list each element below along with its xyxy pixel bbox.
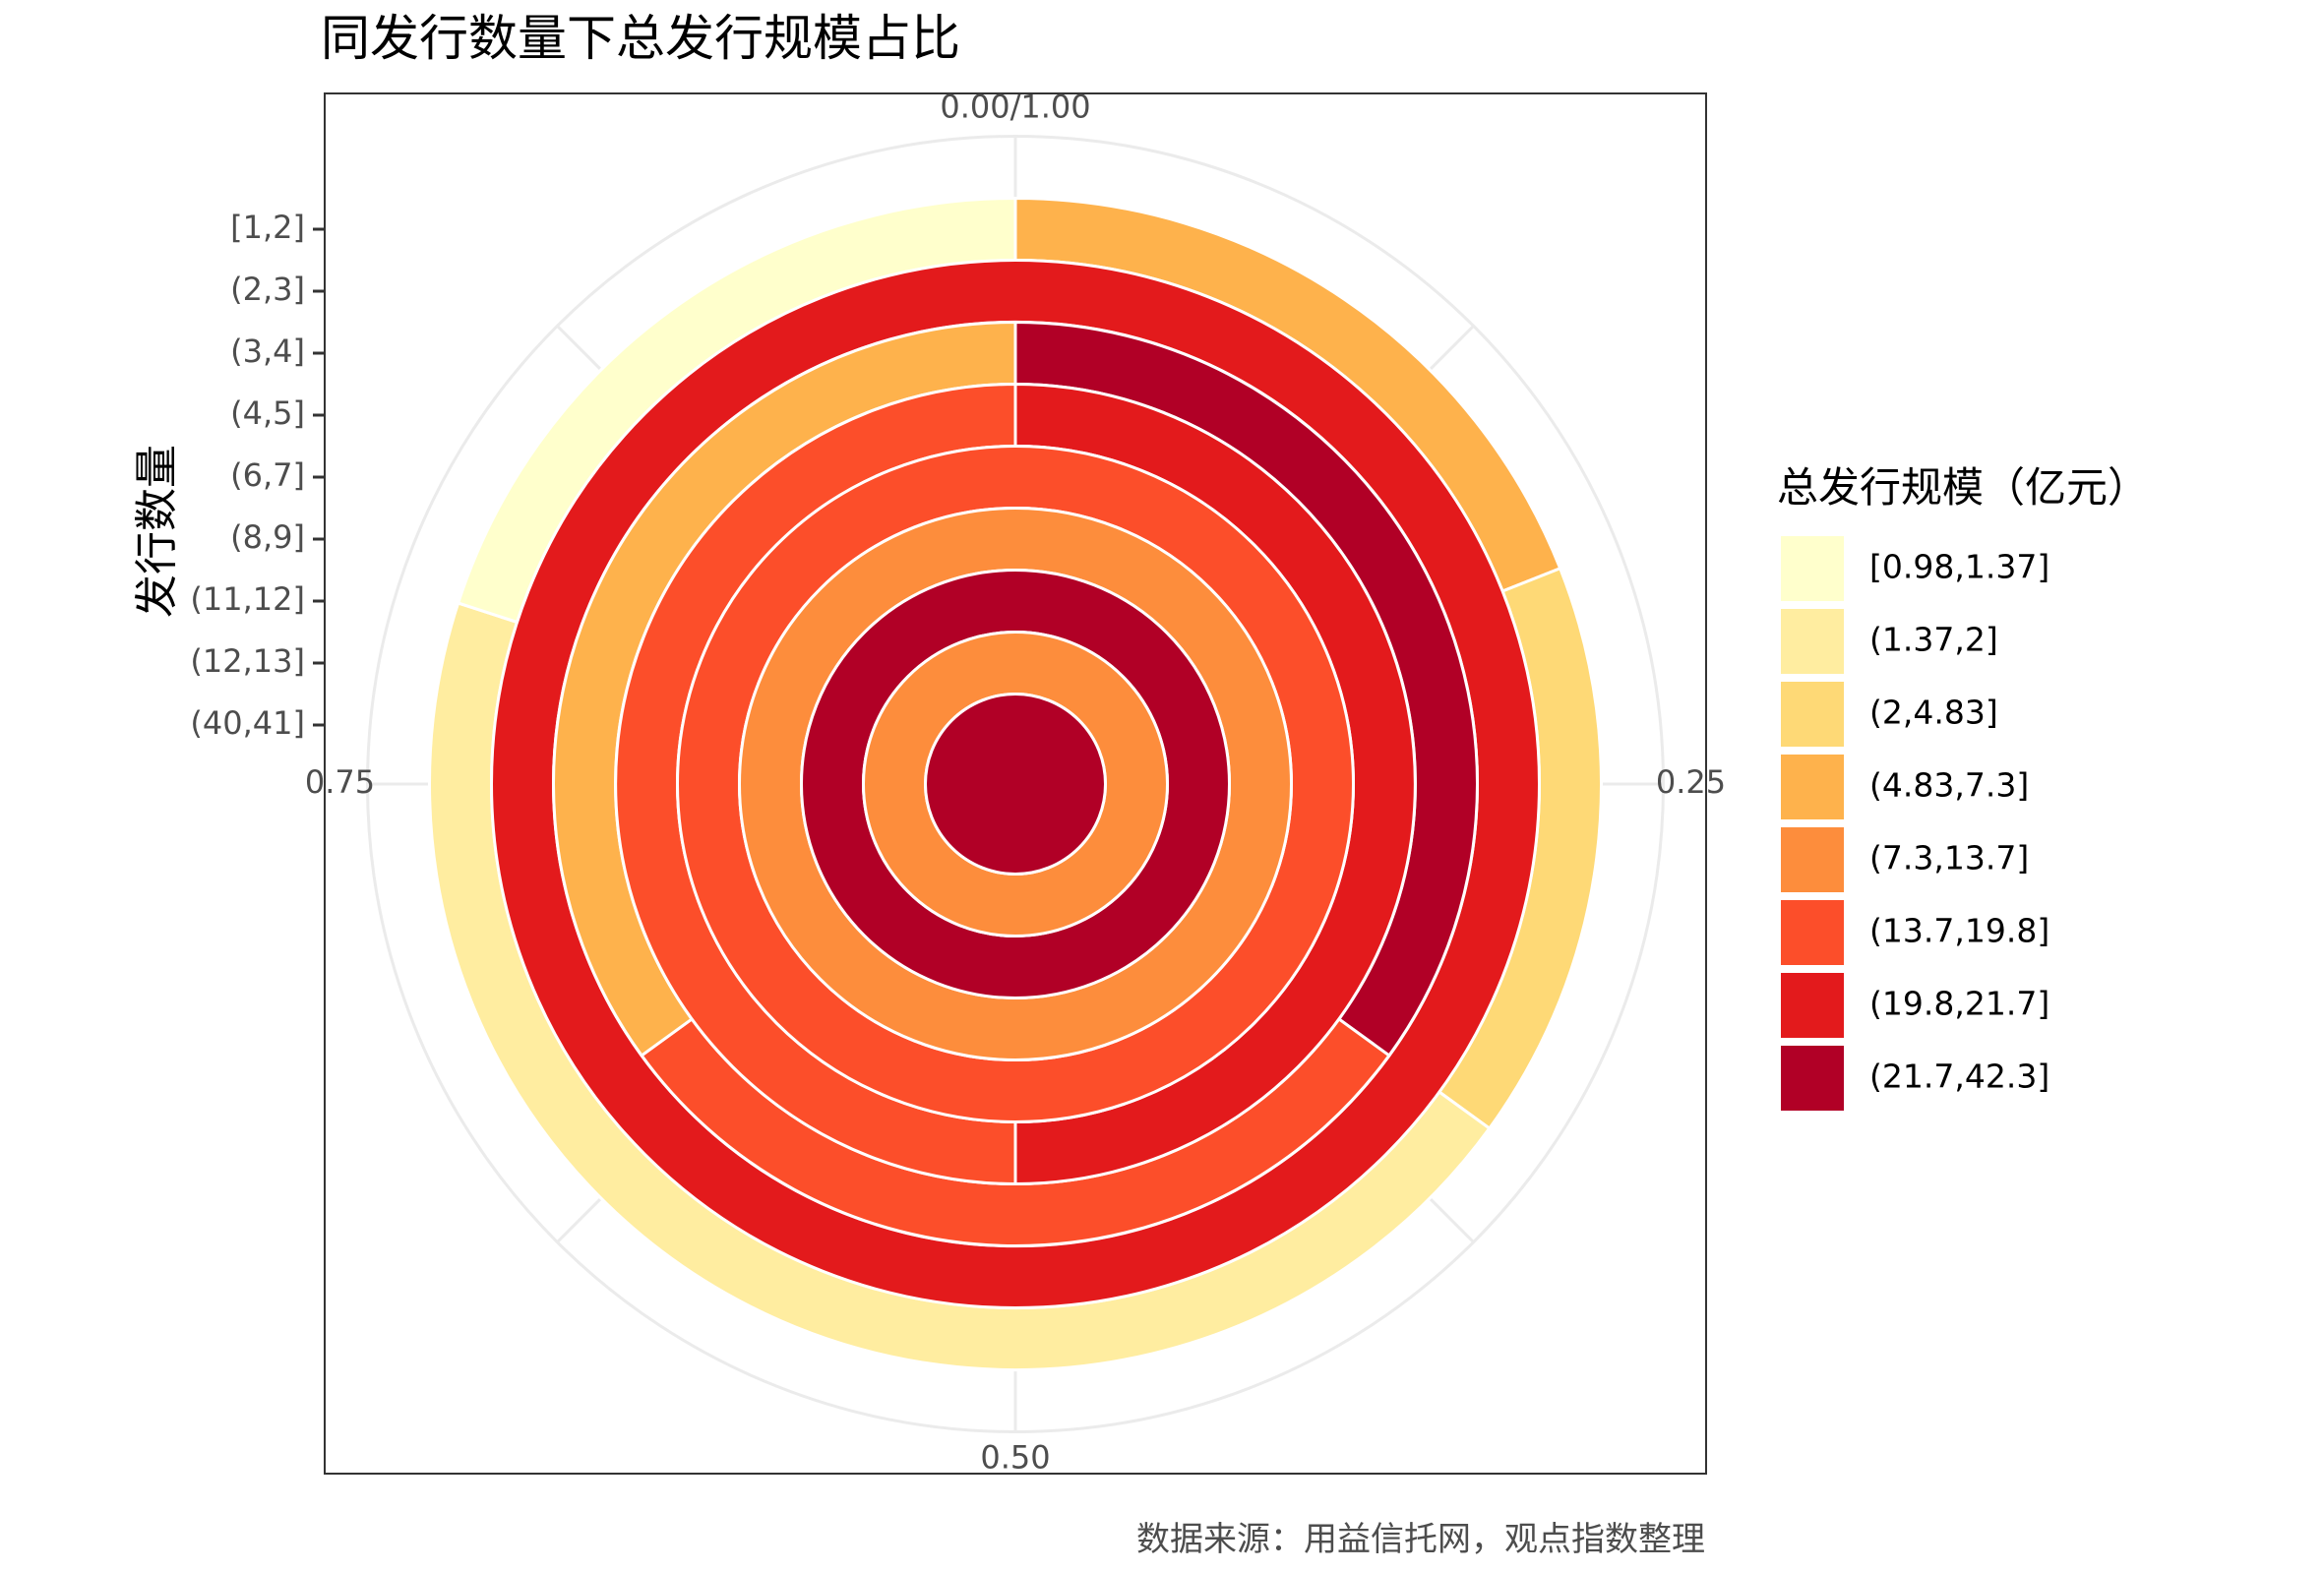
y-axis-title: 发行数量: [132, 445, 182, 618]
legend-item: (4.83,7.3]: [1781, 755, 2029, 819]
ring-segment: [923, 693, 1108, 876]
legend-swatch: [1781, 900, 1844, 965]
legend-swatch: [1781, 973, 1844, 1038]
legend-item: (7.3,13.7]: [1781, 827, 2029, 892]
radial-tick-label: (3,4]: [230, 333, 305, 370]
legend-item: (2,4.83]: [1781, 682, 1998, 747]
legend-swatch: [1781, 536, 1844, 601]
legend-label: (1.37,2]: [1869, 621, 1998, 659]
legend: 总发行规模（亿元） [0.98,1.37] (1.37,2] (2,4.83] (4.…: [1777, 463, 2149, 1111]
radial-tick-label: [1,2]: [230, 209, 305, 246]
theta-tick-label: 0.50: [980, 1439, 1050, 1477]
legend-item: (1.37,2]: [1781, 609, 1998, 674]
legend-swatch: [1781, 755, 1844, 819]
caption: 数据来源：用益信托网，观点指数整理: [1136, 1520, 1705, 1559]
radial-tick-label: (2,3]: [230, 271, 305, 308]
legend-item: (21.7,42.3]: [1781, 1046, 2049, 1111]
legend-label: (2,4.83]: [1869, 694, 1998, 732]
ring-(40,41]: [923, 693, 1108, 876]
legend-label: (21.7,42.3]: [1869, 1058, 2049, 1096]
legend-items: [0.98,1.37] (1.37,2] (2,4.83] (4.83,7.3] (7.…: [1781, 536, 2049, 1111]
theta-tick-label: 0.00/1.00: [940, 89, 1090, 126]
legend-swatch: [1781, 1046, 1844, 1111]
radial-tick-label: (12,13]: [190, 642, 305, 680]
legend-swatch: [1781, 609, 1844, 674]
legend-item: (19.8,21.7]: [1781, 973, 2049, 1038]
legend-swatch: [1781, 682, 1844, 747]
radial-tick-label: (8,9]: [230, 518, 305, 556]
radial-tick-label: (4,5]: [230, 394, 305, 432]
theta-tick-label: 0.75: [305, 763, 375, 801]
radial-tick-label: (6,7]: [230, 456, 305, 494]
legend-label: (13.7,19.8]: [1869, 912, 2049, 950]
legend-item: [0.98,1.37]: [1781, 536, 2049, 601]
legend-label: (4.83,7.3]: [1869, 766, 2029, 805]
theta-tick-label: 0.25: [1656, 763, 1726, 801]
legend-item: (13.7,19.8]: [1781, 900, 2049, 965]
radial-tick-label: (11,12]: [190, 580, 305, 618]
legend-swatch: [1781, 827, 1844, 892]
legend-label: [0.98,1.37]: [1869, 548, 2049, 586]
chart-title: 同发行数量下总发行规模占比: [321, 10, 960, 67]
theta-ticks: 0.00/1.00 0.25 0.50 0.75: [305, 89, 1726, 1477]
legend-label: (7.3,13.7]: [1869, 839, 2029, 877]
radial-tick-label: (40,41]: [190, 704, 305, 742]
legend-label: (19.8,21.7]: [1869, 985, 2049, 1023]
radial-axis: [1,2] (2,3] (3,4] (4,5] (6,7] (8,9] (11,12] (12…: [190, 209, 325, 742]
rings-layer: [428, 196, 1603, 1371]
legend-title: 总发行规模（亿元）: [1777, 463, 2149, 512]
